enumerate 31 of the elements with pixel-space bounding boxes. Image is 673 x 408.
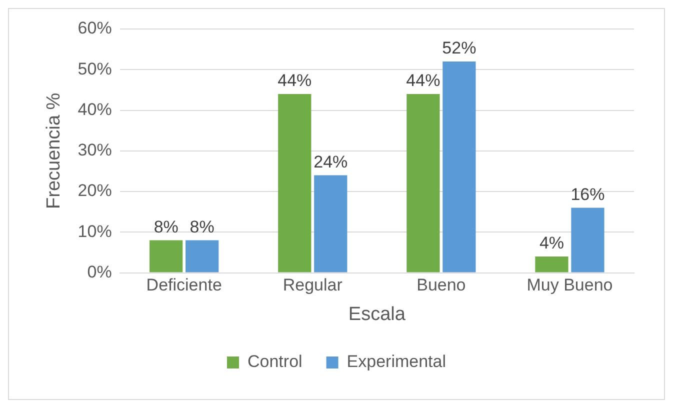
y-axis-title: Frecuencia % bbox=[44, 92, 65, 209]
x-tick-label: Bueno bbox=[416, 276, 466, 295]
x-tick-label: Deficiente bbox=[146, 276, 222, 295]
data-label: 16% bbox=[570, 184, 605, 204]
bar bbox=[314, 175, 348, 272]
y-tick-label: 30% bbox=[78, 140, 112, 160]
y-tick-label: 60% bbox=[78, 18, 112, 38]
data-label: 4% bbox=[539, 234, 564, 253]
bar bbox=[406, 94, 440, 272]
y-tick-label: 50% bbox=[78, 59, 112, 78]
x-tick-label: Regular bbox=[282, 276, 343, 295]
bar bbox=[571, 208, 604, 272]
data-label: 24% bbox=[314, 152, 348, 172]
data-label: 44% bbox=[278, 71, 312, 90]
data-label: 44% bbox=[406, 71, 440, 90]
bar bbox=[535, 256, 568, 272]
y-tick-label: 20% bbox=[78, 181, 112, 200]
data-label: 8% bbox=[190, 217, 214, 236]
legend-label: Control bbox=[247, 352, 302, 372]
y-tick-label: 40% bbox=[78, 100, 112, 119]
y-tick-label: 10% bbox=[78, 222, 112, 241]
data-label: 8% bbox=[154, 217, 178, 236]
x-tick-label: Muy Bueno bbox=[526, 276, 613, 295]
bar bbox=[442, 62, 476, 272]
bar bbox=[186, 240, 219, 272]
y-tick-label: 0% bbox=[87, 262, 112, 282]
bar bbox=[278, 94, 312, 272]
bar bbox=[150, 240, 183, 272]
x-axis-title: Escala bbox=[348, 304, 406, 325]
data-label: 52% bbox=[442, 38, 476, 58]
legend-label: Experimental bbox=[346, 352, 446, 372]
